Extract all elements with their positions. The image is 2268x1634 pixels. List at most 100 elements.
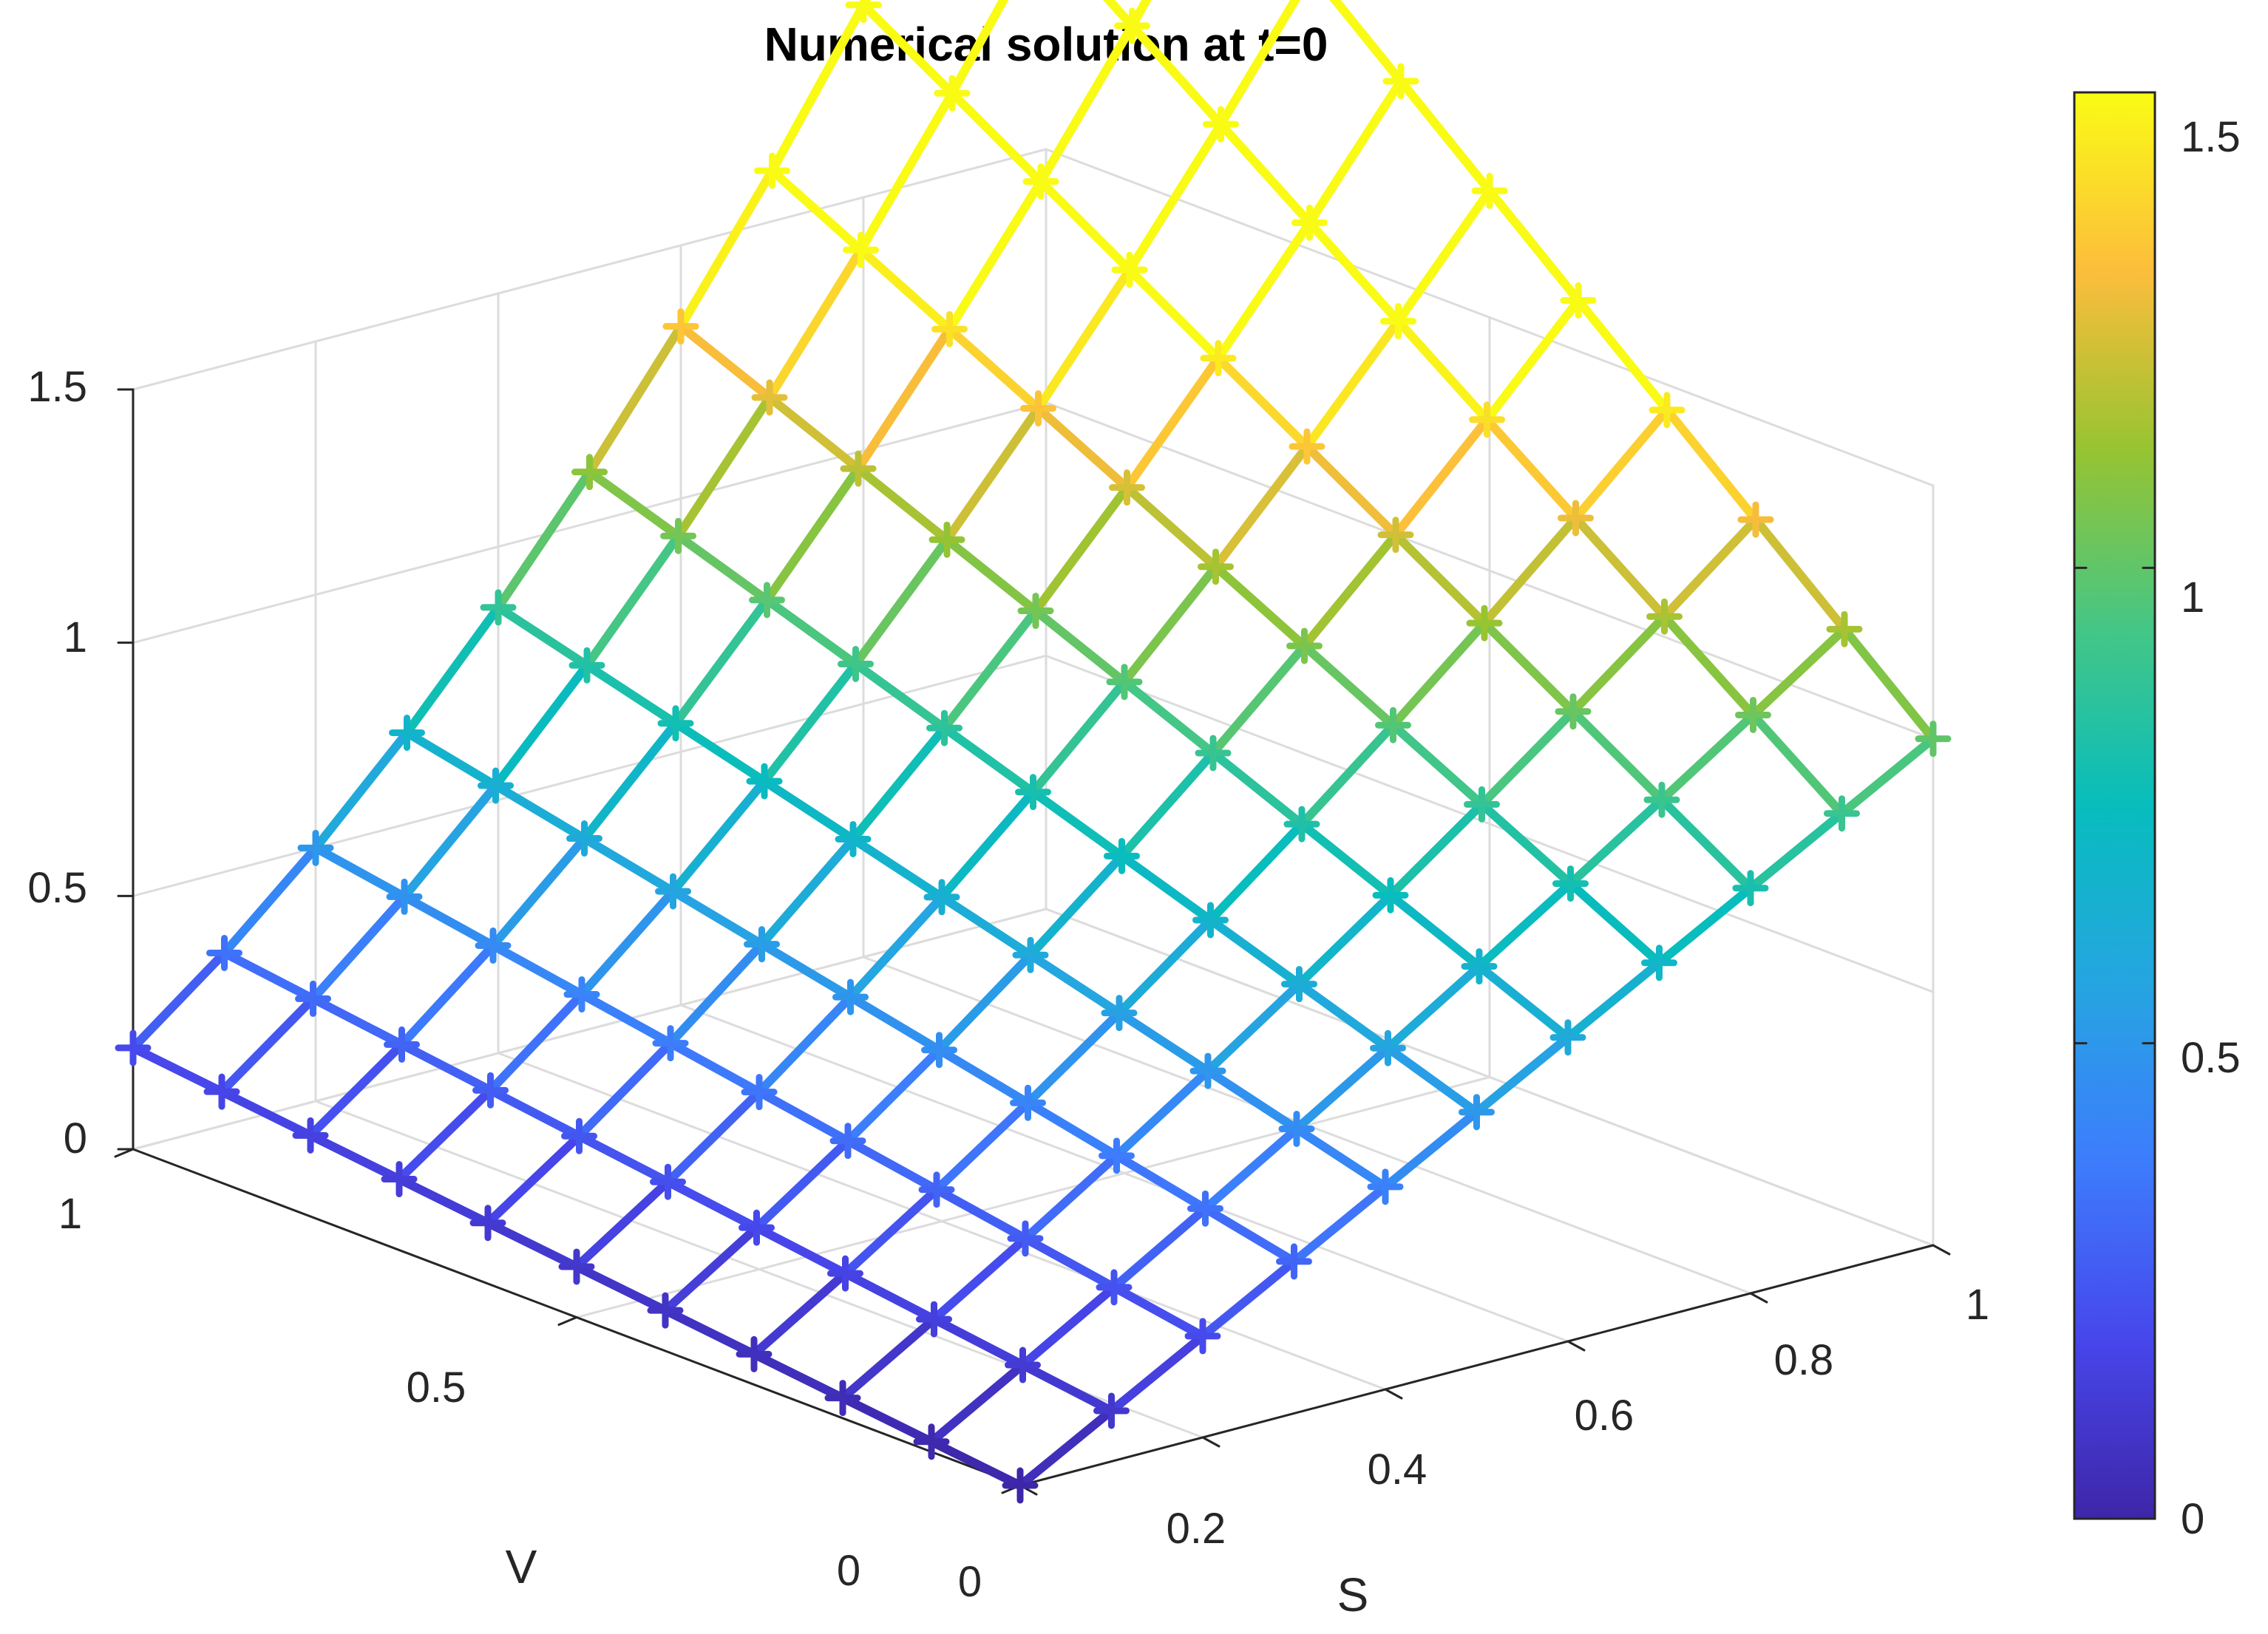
data-point-marker bbox=[754, 152, 790, 189]
mesh-line bbox=[838, 1393, 936, 1446]
data-point-marker bbox=[1096, 1269, 1133, 1306]
axes-lines bbox=[114, 388, 1951, 1496]
data-point-marker bbox=[1012, 936, 1049, 973]
mesh-line bbox=[666, 939, 767, 1048]
mesh-line bbox=[838, 1315, 939, 1403]
mesh-line bbox=[306, 1040, 407, 1140]
colorbar-ticks bbox=[2073, 91, 2156, 1520]
mesh-line bbox=[1571, 405, 1671, 523]
mesh-line bbox=[1120, 562, 1220, 687]
data-point-marker bbox=[1286, 627, 1323, 664]
x-tick-label: 0.4 bbox=[1368, 1446, 1427, 1494]
mesh-line bbox=[767, 166, 866, 255]
data-point-marker bbox=[1106, 664, 1143, 701]
x-axis-line bbox=[1019, 1244, 1935, 1487]
mesh-line bbox=[220, 948, 318, 1004]
mesh-line bbox=[668, 777, 769, 896]
data-point-marker bbox=[1464, 786, 1500, 823]
mesh-line bbox=[577, 887, 678, 999]
mesh-line bbox=[580, 718, 680, 843]
mesh-line bbox=[841, 1269, 939, 1324]
mesh-line bbox=[308, 994, 407, 1049]
mesh-line bbox=[673, 531, 772, 605]
mesh-line bbox=[572, 1262, 670, 1315]
data-point-marker bbox=[921, 1032, 957, 1069]
mesh-line bbox=[400, 781, 500, 902]
data-point-marker bbox=[389, 714, 425, 751]
mesh-line bbox=[854, 324, 954, 474]
mesh-line bbox=[395, 1174, 492, 1228]
mesh-line bbox=[1383, 1044, 1481, 1117]
mesh-line bbox=[765, 392, 863, 474]
mesh-line bbox=[308, 892, 409, 1004]
mesh-line bbox=[1751, 515, 1849, 634]
data-point-marker bbox=[1187, 1190, 1223, 1227]
z-tick-label: 1 bbox=[64, 613, 87, 661]
mesh-line bbox=[1122, 483, 1220, 571]
data-point-marker bbox=[1552, 865, 1589, 902]
mesh-line bbox=[1110, 1204, 1210, 1292]
y-tick-mark bbox=[557, 1316, 578, 1326]
y-tick-label: 0 bbox=[837, 1547, 860, 1595]
mesh-line bbox=[491, 661, 591, 791]
mesh-line bbox=[577, 990, 675, 1048]
data-point-marker bbox=[660, 517, 696, 554]
mesh-line bbox=[1127, 21, 1226, 129]
mesh-line bbox=[397, 1040, 495, 1095]
mesh-line bbox=[849, 724, 949, 844]
data-point-marker bbox=[561, 1117, 597, 1154]
data-point-marker bbox=[1114, 7, 1150, 44]
data-point-marker bbox=[1203, 106, 1239, 143]
mesh-line bbox=[757, 939, 855, 1002]
mesh-line bbox=[932, 1185, 1030, 1243]
data-point-marker bbox=[744, 926, 780, 963]
data-point-marker bbox=[1200, 340, 1237, 377]
mesh-line bbox=[400, 892, 498, 950]
mesh-line bbox=[846, 892, 946, 1002]
x-tick-mark bbox=[1566, 1340, 1586, 1352]
data-point-marker bbox=[918, 1171, 955, 1208]
mesh-line bbox=[752, 1136, 852, 1233]
data-point-marker bbox=[736, 1335, 773, 1372]
grid-line bbox=[132, 401, 1048, 644]
data-point-marker bbox=[843, 231, 879, 268]
mesh-line bbox=[1292, 1124, 1390, 1191]
mesh-line bbox=[1107, 1331, 1207, 1415]
mesh-line bbox=[1201, 1124, 1301, 1213]
data-point-marker bbox=[203, 1073, 240, 1110]
data-point-marker bbox=[1015, 774, 1051, 811]
mesh-line bbox=[934, 950, 1035, 1055]
mesh-line bbox=[1294, 891, 1395, 989]
mesh-line bbox=[1209, 641, 1309, 758]
data-point-marker bbox=[1192, 902, 1229, 939]
mesh-line bbox=[1391, 530, 1489, 628]
mesh-line bbox=[1036, 177, 1134, 275]
mesh-line bbox=[757, 834, 858, 949]
data-point-marker bbox=[1367, 1168, 1404, 1205]
mesh-line bbox=[856, 89, 957, 255]
data-point-marker bbox=[1558, 500, 1594, 537]
mesh-line bbox=[574, 1131, 673, 1187]
chart-title: Numerical solution at t=0 bbox=[764, 18, 1328, 71]
mesh-line bbox=[1305, 218, 1403, 326]
mesh-line bbox=[585, 467, 683, 541]
z-tick-labels: 0 0.5 1 1.5 bbox=[27, 363, 87, 1162]
data-point-marker bbox=[926, 709, 962, 746]
grid-line bbox=[575, 1076, 1491, 1318]
data-point-marker bbox=[746, 763, 783, 800]
data-point-marker bbox=[1195, 735, 1232, 772]
x-tick-label: 0 bbox=[958, 1558, 982, 1606]
mesh-line bbox=[1122, 353, 1223, 492]
data-point-marker bbox=[1093, 1392, 1130, 1429]
mesh-line bbox=[1383, 961, 1484, 1053]
mesh-line bbox=[1201, 1204, 1299, 1266]
data-point-marker bbox=[1560, 282, 1597, 319]
z-tick-label: 1.5 bbox=[27, 363, 87, 411]
data-point-marker bbox=[1471, 172, 1508, 209]
data-point-marker bbox=[469, 1205, 506, 1242]
mesh-line bbox=[1117, 851, 1215, 925]
x-tick-label: 0.6 bbox=[1575, 1392, 1634, 1440]
data-point-marker bbox=[739, 1209, 775, 1246]
data-point-marker bbox=[381, 1161, 418, 1198]
mesh-line bbox=[1381, 1107, 1481, 1191]
